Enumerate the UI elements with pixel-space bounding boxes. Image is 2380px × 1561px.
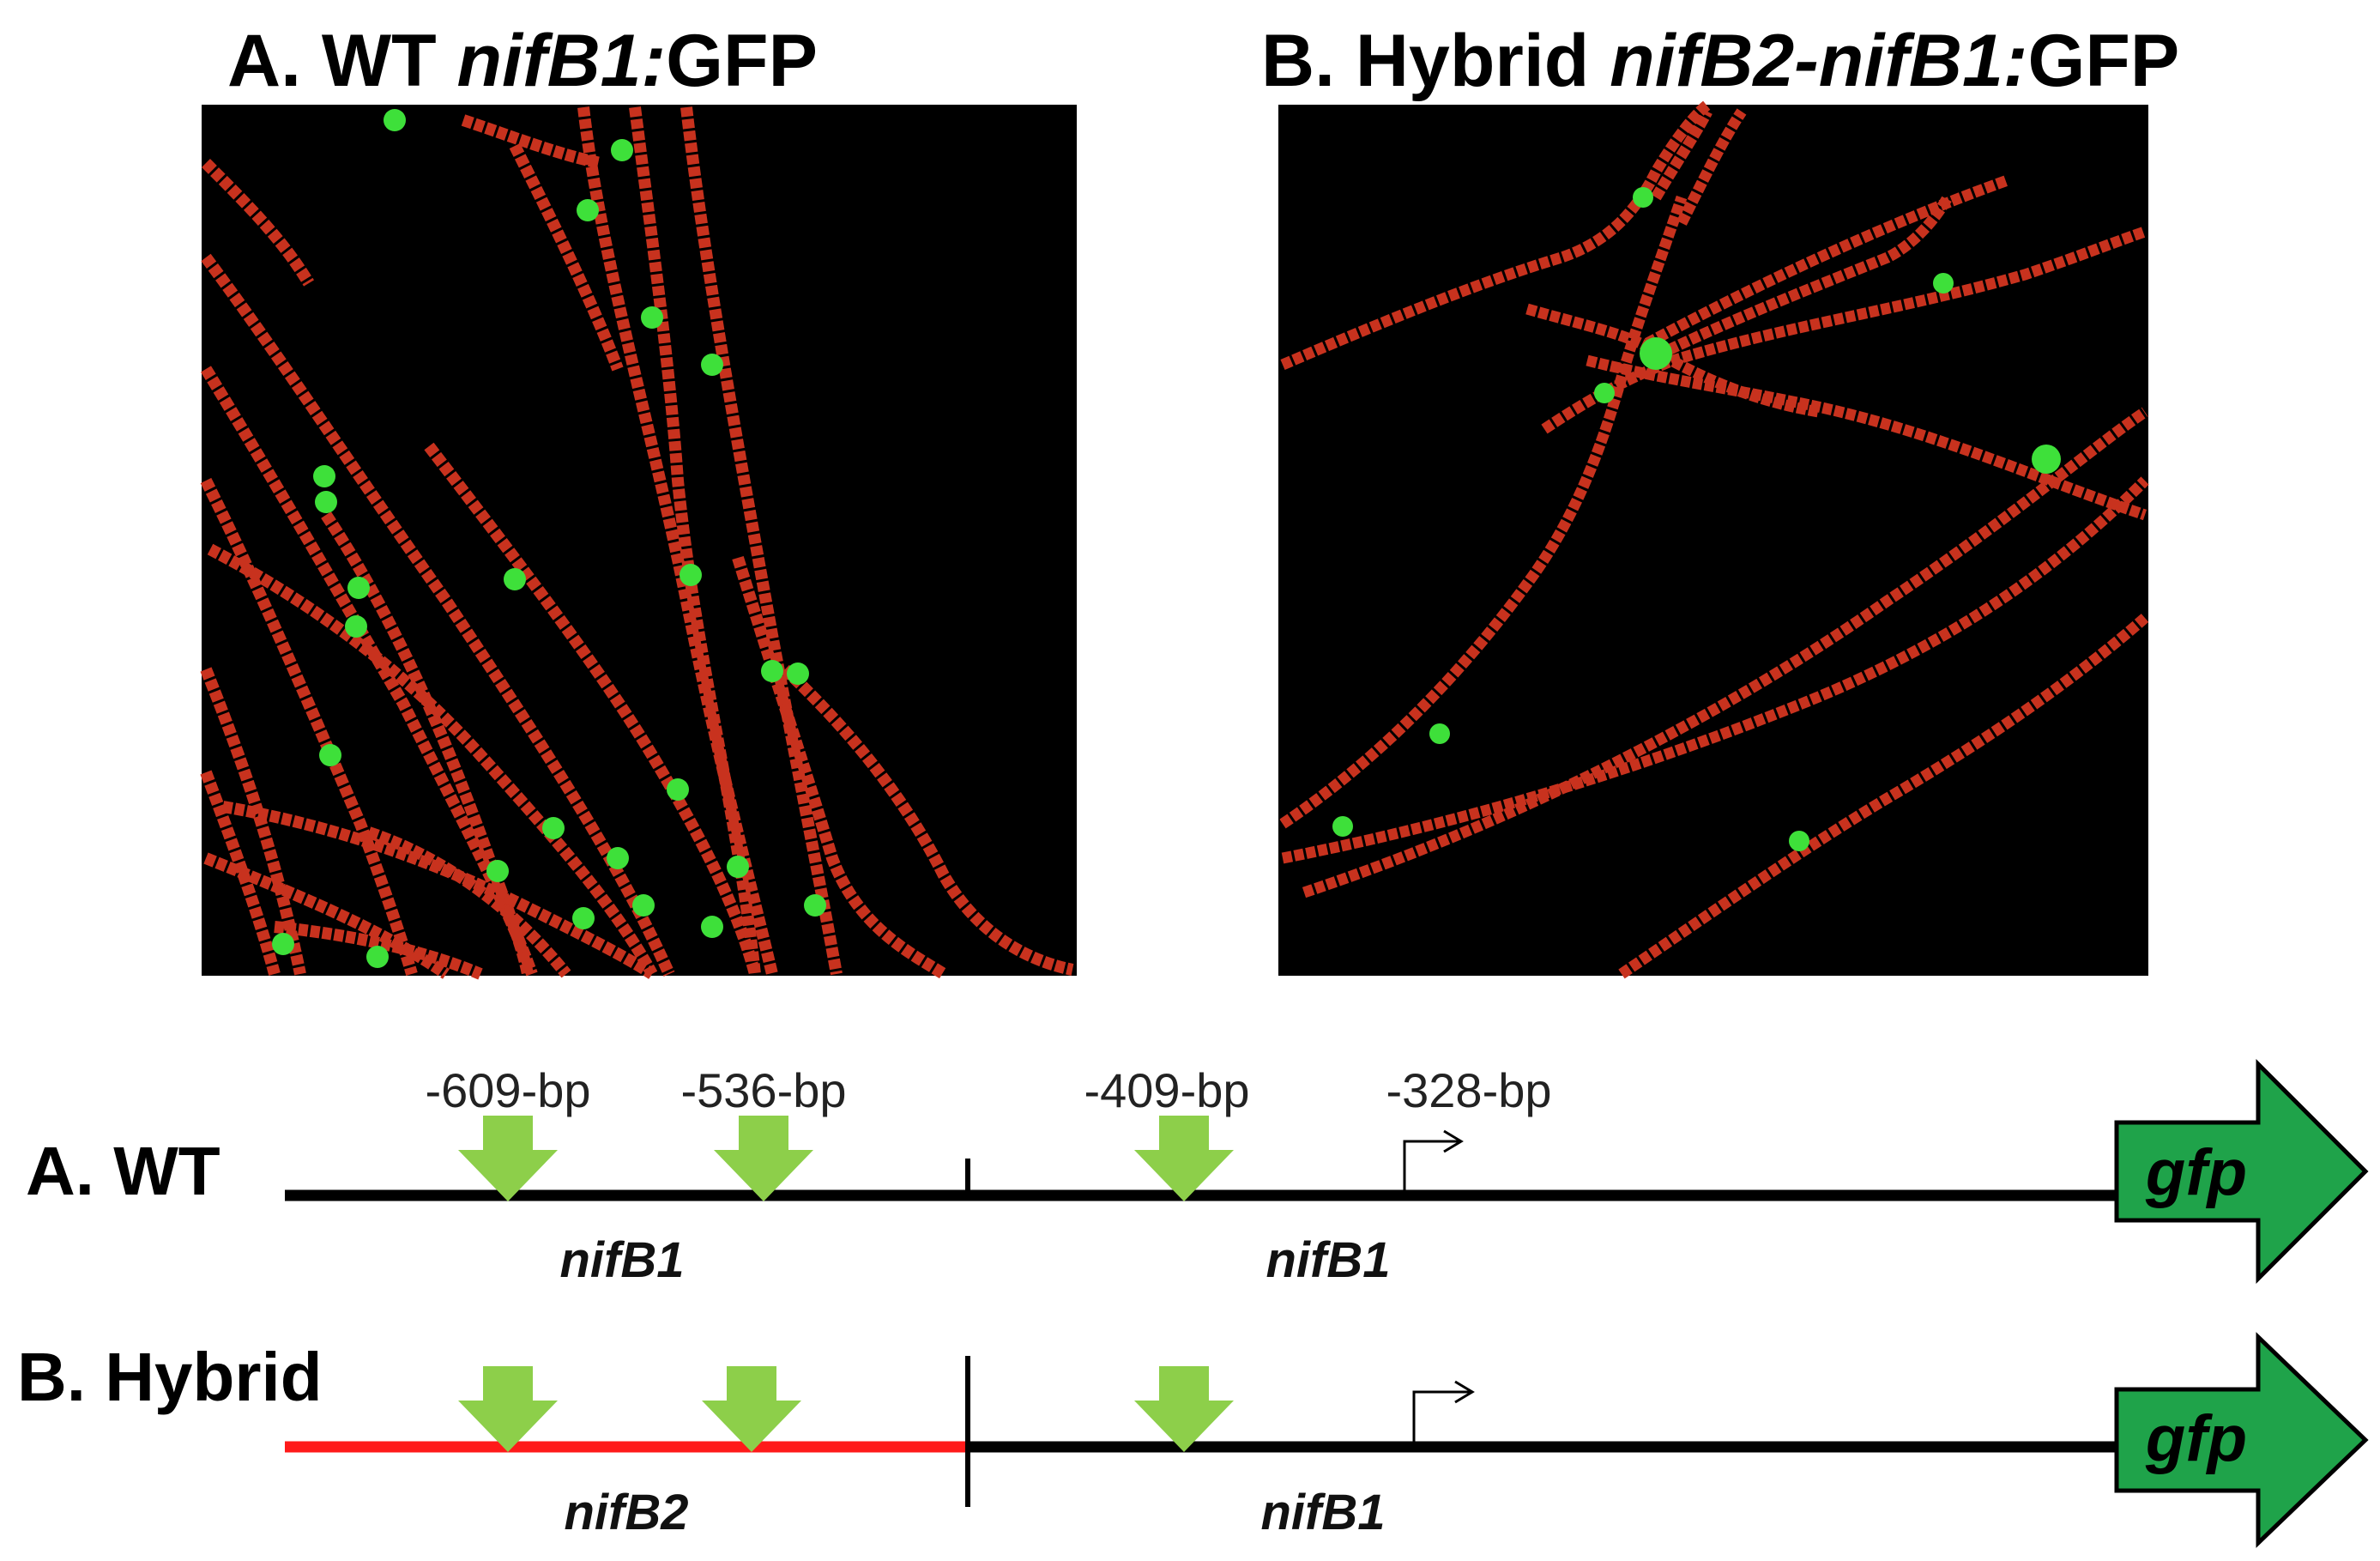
micrograph-b-filament-7	[1645, 194, 1953, 366]
micrograph-a-filament-5	[201, 366, 538, 977]
micrograph-a	[200, 105, 1077, 980]
micrograph-a-filament-15	[202, 159, 315, 287]
micrograph-b-heterocyst-8	[1594, 383, 1615, 403]
row-b-left-gene-label: nifB2	[565, 1485, 689, 1540]
row-b-right-gene-label: nifB1	[1261, 1485, 1386, 1540]
micrograph-a-filament-3	[680, 106, 843, 976]
micrograph-a-heterocyst-7	[315, 491, 337, 513]
micrograph-a-heterocyst-3	[577, 199, 599, 221]
row-b-site-609-arrow-down-icon	[458, 1366, 558, 1452]
micrograph-a-filament-10	[424, 442, 761, 976]
micrograph-a-heterocyst-18	[607, 847, 629, 869]
micrograph-a-heterocyst-1	[384, 109, 406, 131]
panel-b-title: B. Hybrid nifB2-nifB1:GFP	[1261, 20, 2179, 102]
row-a-site-609-arrow-down-icon	[458, 1116, 558, 1201]
micrograph-b-filament-9	[1541, 226, 2147, 434]
micrograph-a-filament-20	[461, 114, 602, 169]
micrograph-a-heterocysts	[272, 109, 826, 968]
micrograph-b-heterocysts	[1332, 187, 2061, 851]
row-a-site-409-arrow-down-icon	[1134, 1116, 1234, 1201]
micrograph-a-filament-12	[732, 555, 947, 979]
micrograph-b-heterocyst-6	[1332, 816, 1353, 837]
diagram-row-b: B. Hybrid nifB2 nifB1 gfp	[17, 1332, 2369, 1548]
micrograph-a-heterocyst-9	[345, 615, 367, 638]
micrograph-b-filament-2	[1279, 195, 1688, 829]
micrograph-b-heterocyst-7	[1789, 831, 1809, 851]
row-a-gfp-label: gfp	[2145, 1136, 2247, 1209]
micrograph-a-heterocyst-2	[611, 139, 633, 161]
micrograph-a-heterocyst-22	[804, 894, 826, 917]
micrograph-b-heterocyst-1	[1640, 337, 1672, 370]
micrograph-b-filament-12	[1676, 108, 1747, 226]
micrograph-b-heterocyst-2	[1633, 187, 1653, 208]
micrograph-a-heterocyst-20	[632, 894, 655, 917]
row-a-site-536-arrow-down-icon	[714, 1116, 813, 1201]
micrograph-a-filament-14	[509, 142, 624, 372]
micrograph-b-filament-8	[1644, 174, 2010, 348]
row-b-gfp-arrow-icon	[2114, 1332, 2369, 1548]
micrograph-b-background	[1278, 105, 2148, 976]
diagram-row-a: A. WT nifB1 nifB1 gfp	[26, 1058, 2369, 1288]
micrograph-a-filament-11	[321, 511, 534, 976]
micrograph-a-heterocyst-16	[542, 817, 565, 839]
micrograph-b-heterocyst-4	[2032, 445, 2061, 474]
micrograph-a-heterocyst-12	[680, 564, 702, 586]
row-a-tss-arrowhead-icon	[1443, 1129, 1464, 1153]
micrograph-b	[1278, 100, 2149, 979]
row-a-label: A. WT	[26, 1133, 220, 1209]
micrograph-a-filament-16	[221, 801, 655, 979]
row-a-tss-bent-arrow-icon	[1403, 1140, 1459, 1191]
micrograph-a-heterocyst-13	[761, 660, 783, 682]
row-b-site-536-arrow-down-icon	[702, 1366, 801, 1452]
row-b-tss-bent-arrow-icon	[1412, 1390, 1470, 1442]
micrograph-a-heterocyst-6	[313, 465, 335, 487]
micrograph-a-heterocyst-11	[504, 568, 526, 590]
micrograph-b-filament-4	[1302, 407, 2148, 898]
label-609bp: -609-bp	[425, 1063, 590, 1117]
row-a-right-gene-label: nifB1	[1266, 1232, 1391, 1288]
micrograph-a-filament-9	[207, 543, 658, 977]
panel-a-title: A. WT nifB1:GFP	[227, 20, 818, 102]
row-a-left-gene-label: nifB1	[560, 1232, 685, 1288]
micrograph-a-heterocyst-15	[667, 778, 689, 801]
micrograph-a-heterocyst-17	[486, 860, 509, 882]
micrograph-b-filament-10	[1618, 614, 2149, 979]
row-b-tss-arrowhead-icon	[1454, 1380, 1475, 1404]
label-536bp: -536-bp	[680, 1063, 846, 1117]
micrograph-a-filament-2	[629, 106, 761, 975]
micrograph-b-filament-11	[1651, 109, 1713, 201]
row-b-gfp-label: gfp	[2145, 1402, 2247, 1475]
row-b-label: B. Hybrid	[17, 1339, 323, 1415]
micrograph-a-heterocyst-14	[787, 663, 809, 685]
micrograph-a-heterocyst-10	[319, 744, 341, 766]
micrograph-b-filament-5	[1586, 354, 2147, 521]
row-b-site-409-arrow-down-icon	[1134, 1366, 1234, 1452]
micrograph-a-heterocyst-4	[641, 306, 663, 329]
micrograph-a-heterocyst-24	[272, 933, 294, 955]
micrograph-a-filament-19	[274, 921, 483, 980]
label-409bp: -409-bp	[1084, 1063, 1249, 1117]
micrograph-a-heterocyst-21	[572, 907, 595, 929]
micrograph-b-filament-1	[1280, 100, 1712, 370]
micrograph-a-heterocyst-8	[347, 577, 370, 599]
label-328bp: -328-bp	[1386, 1063, 1551, 1117]
micrograph-a-background	[202, 105, 1077, 976]
micrograph-a-heterocyst-25	[366, 946, 389, 968]
micrograph-a-filament-1	[577, 106, 778, 976]
micrograph-a-heterocyst-23	[701, 916, 723, 938]
row-a-gfp-arrow-icon	[2114, 1058, 2369, 1285]
micrograph-a-heterocyst-5	[701, 354, 723, 376]
micrograph-b-heterocyst-3	[1933, 273, 1954, 293]
micrograph-b-heterocyst-5	[1429, 723, 1450, 744]
micrograph-a-filament-18	[366, 826, 571, 978]
micrograph-a-heterocyst-19	[727, 856, 749, 878]
micrograph-a-filament-13	[781, 664, 1074, 976]
micrograph-b-filament-3	[1281, 476, 2149, 864]
